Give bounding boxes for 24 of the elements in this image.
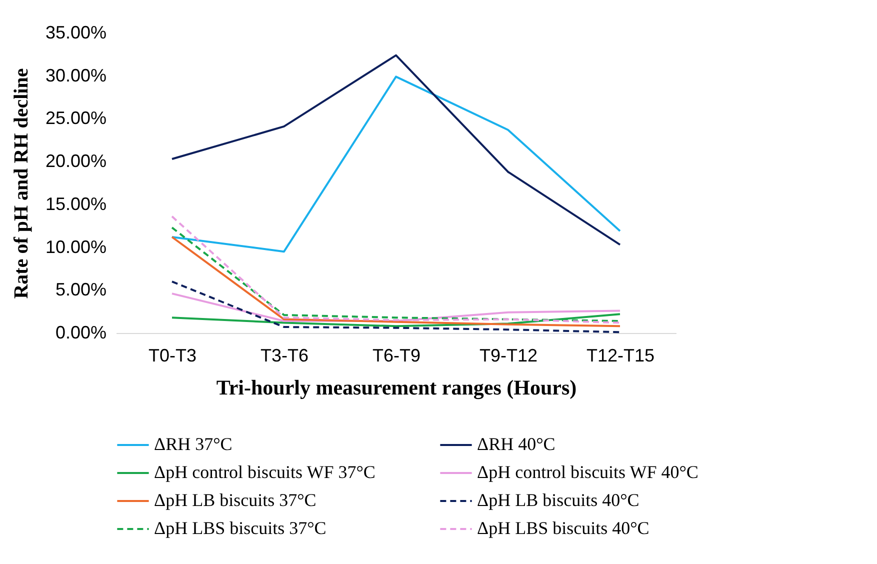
y-tick-label: 20.00% [45, 151, 106, 172]
x-tick-label: T9-T12 [479, 346, 538, 366]
legend-label: ΔpH control biscuits WF 40°C [477, 462, 698, 482]
legend-label: ΔpH control biscuits WF 37°C [154, 462, 376, 482]
y-tick-label: 0.00% [55, 322, 106, 342]
legend-label: ΔRH 40°C [477, 434, 556, 454]
legend-label: ΔpH LBS biscuits 40°C [477, 518, 650, 538]
x-tick-label: T0-T3 [148, 346, 197, 366]
legend-label: ΔRH 37°C [154, 434, 232, 454]
y-tick-label: 30.00% [45, 65, 106, 86]
x-tick-label: T6-T9 [372, 346, 421, 366]
y-tick-label: 35.00% [45, 22, 106, 42]
y-axis-title: Rate of pH and RH decline [10, 68, 32, 299]
y-tick-label: 5.00% [55, 280, 106, 300]
x-tick-label: T3-T6 [260, 346, 309, 366]
legend-label: ΔpH LB biscuits 40°C [477, 490, 640, 510]
y-tick-label: 25.00% [45, 108, 106, 128]
x-tick-label: T12-T15 [586, 346, 655, 366]
legend-label: ΔpH LB biscuits 37°C [154, 490, 316, 510]
line-series [171, 280, 621, 334]
y-tick-label: 10.00% [45, 236, 106, 257]
y-tick-label: 15.00% [45, 194, 106, 214]
legend-label: ΔpH LBS biscuits 37°C [154, 518, 326, 538]
x-axis-title: Tri-hourly measurement ranges (Hours) [216, 376, 577, 400]
